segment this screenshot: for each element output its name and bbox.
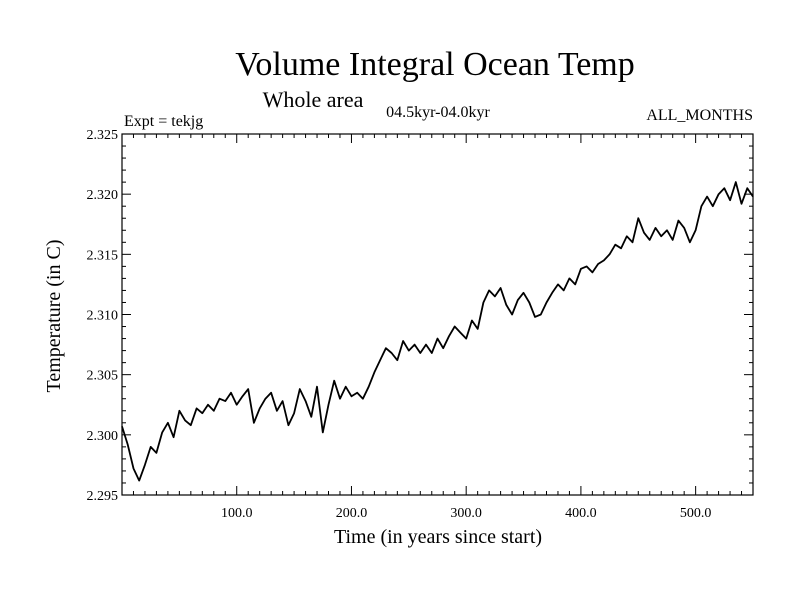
chart-subtitle: Whole area bbox=[263, 87, 364, 112]
y-axis: 2.295 2.300 2.305 2.310 2.315 2.320 2.325 bbox=[87, 128, 753, 504]
period-label: 04.5kyr-04.0kyr bbox=[386, 104, 490, 121]
y-tick-label: 2.295 bbox=[87, 489, 119, 504]
expt-label: Expt = tekjg bbox=[124, 113, 203, 130]
y-tick-label: 2.320 bbox=[87, 188, 119, 203]
months-label: ALL_MONTHS bbox=[646, 107, 753, 124]
x-tick-label: 500.0 bbox=[680, 506, 712, 521]
y-tick-label: 2.300 bbox=[87, 429, 119, 444]
x-tick-label: 200.0 bbox=[336, 506, 368, 521]
series-line bbox=[121, 181, 754, 482]
y-tick-label: 2.315 bbox=[87, 248, 119, 263]
x-tick-label: 400.0 bbox=[565, 506, 597, 521]
y-tick-label: 2.305 bbox=[87, 369, 119, 384]
series-group bbox=[121, 181, 754, 482]
x-axis-label: Time (in years since start) bbox=[334, 526, 542, 548]
y-axis-label: Temperature (in C) bbox=[43, 240, 65, 393]
x-tick-label: 100.0 bbox=[221, 506, 253, 521]
y-tick-label: 2.325 bbox=[87, 128, 119, 143]
x-tick-label: 300.0 bbox=[450, 506, 482, 521]
plot-frame bbox=[121, 133, 754, 496]
y-tick-label: 2.310 bbox=[87, 309, 119, 324]
chart-title: Volume Integral Ocean Temp bbox=[235, 46, 635, 83]
x-axis: 100.0 200.0 300.0 400.0 500.0 bbox=[132, 134, 743, 521]
